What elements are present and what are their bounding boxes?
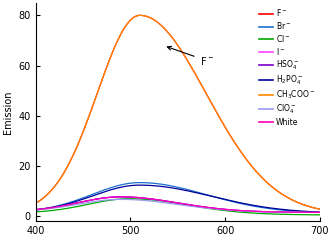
Text: F$^-$: F$^-$ (167, 46, 213, 67)
Y-axis label: Emission: Emission (3, 90, 13, 134)
Legend: F$^-$, Br$^-$, Cl$^-$, I$^-$, HSO$_4^-$, H$_2$PO$_4^-$, CH$_3$COO$^-$, ClO$_4^-$: F$^-$, Br$^-$, Cl$^-$, I$^-$, HSO$_4^-$,… (258, 7, 316, 128)
